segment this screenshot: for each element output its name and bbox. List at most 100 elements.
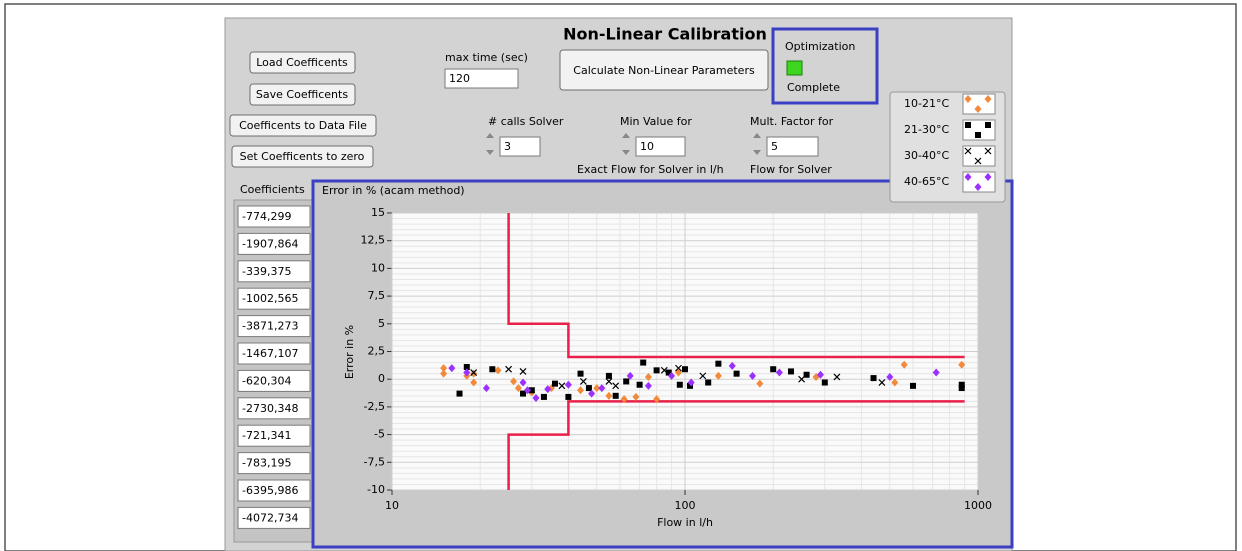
y-tick-label: 15	[371, 206, 385, 219]
point	[787, 368, 794, 375]
legend-marker	[985, 122, 991, 128]
field-caption: Flow for Solver	[750, 163, 832, 176]
y-tick-label: -7,5	[364, 455, 385, 468]
point	[514, 384, 522, 393]
point	[579, 377, 587, 385]
point	[623, 378, 630, 385]
point	[699, 372, 707, 380]
coefficient-box	[237, 287, 311, 310]
point	[605, 377, 613, 385]
button[interactable]: Coefficents to Data File	[229, 114, 377, 137]
legend-marker	[984, 173, 992, 181]
point	[519, 378, 527, 387]
point	[463, 368, 471, 377]
point	[653, 367, 660, 374]
button[interactable]: Calculate Non-Linear Parameters	[559, 49, 769, 91]
point	[878, 379, 886, 386]
button[interactable]: Set Coefficents to zero	[231, 145, 374, 168]
point	[470, 369, 478, 378]
point	[510, 377, 518, 386]
point	[440, 364, 448, 373]
coefficient-value: -774,299	[242, 210, 291, 223]
coefficient-box	[237, 506, 311, 529]
point	[636, 381, 643, 388]
coefficient-box	[237, 452, 311, 475]
numeric-input[interactable]	[499, 136, 541, 157]
y-tick-label: -10	[367, 483, 385, 496]
legend-label: 30-40°C	[904, 149, 949, 162]
numeric-input[interactable]	[635, 136, 686, 157]
limit-line	[507, 213, 965, 359]
point	[644, 381, 652, 390]
point	[612, 392, 619, 399]
legend-marker	[975, 132, 981, 138]
point	[870, 375, 877, 382]
status-label: Optimization	[785, 40, 855, 53]
numeric-input[interactable]	[766, 136, 819, 157]
point	[891, 378, 899, 387]
coefficient-value: -1907,864	[242, 237, 298, 250]
point	[494, 366, 502, 375]
spinner[interactable]	[622, 133, 630, 155]
point	[958, 381, 965, 388]
coefficient-value: -2730,348	[242, 402, 298, 415]
button[interactable]: Load Coefficents	[249, 51, 356, 74]
button-label: Set Coefficents to zero	[240, 150, 365, 163]
x-axis-label: Flow in l/h	[657, 516, 713, 529]
legend-marker	[974, 105, 982, 113]
y-axis-label: Error in %	[343, 325, 356, 379]
coefficient-value: -3871,273	[242, 320, 298, 333]
coefficient-value: -339,375	[242, 265, 291, 278]
point	[540, 393, 547, 400]
x-tick-label: 10	[385, 499, 399, 512]
panel-title: Non-Linear Calibration	[563, 25, 767, 44]
legend-items: 10-21°C 21-30°C 30-40°C 40-65°C	[904, 93, 996, 193]
field-label: # calls Solver	[488, 115, 564, 128]
button-label: Calculate Non-Linear Parameters	[573, 64, 755, 77]
point	[660, 366, 668, 374]
point	[528, 387, 535, 394]
limit-line	[507, 400, 965, 490]
point	[520, 390, 527, 397]
point	[676, 381, 683, 388]
coefficient-value: -4072,734	[242, 511, 298, 524]
legend-marker	[964, 173, 972, 181]
button-label: Save Coefficents	[256, 88, 348, 101]
graph-title: Error in % (acam method)	[322, 184, 465, 197]
point	[585, 385, 592, 392]
field-caption: Exact Flow for Solver in l/h	[577, 163, 724, 176]
point	[577, 370, 584, 377]
coefficient-box	[237, 232, 311, 255]
point	[482, 384, 490, 393]
legend-label: 21-30°C	[904, 123, 949, 136]
coefficient-value: -721,341	[242, 429, 291, 442]
point	[456, 390, 463, 397]
point	[558, 382, 566, 390]
point	[612, 382, 620, 390]
input-value: 5	[771, 140, 778, 153]
y-tick-label: -2,5	[364, 400, 385, 413]
point	[665, 369, 672, 376]
point	[958, 385, 965, 392]
input-value: 3	[504, 140, 511, 153]
spinner[interactable]	[753, 133, 761, 155]
point	[958, 360, 966, 369]
point	[577, 386, 585, 395]
spinner[interactable]	[486, 133, 494, 155]
coefficient-box	[237, 397, 311, 420]
button[interactable]: Save Coefficents	[249, 83, 356, 106]
point	[605, 391, 613, 400]
legend-marker	[984, 95, 992, 103]
point	[532, 394, 540, 403]
button-label: Coefficents to Data File	[239, 119, 367, 132]
legend-marker	[984, 147, 992, 155]
legend-marker	[974, 183, 982, 191]
legend-marker	[974, 157, 982, 165]
point	[644, 372, 652, 381]
status-led	[786, 60, 803, 76]
y-tick-label: 12,5	[361, 234, 386, 247]
point	[756, 379, 764, 388]
point	[816, 370, 824, 379]
list-label: Coefficients	[240, 183, 305, 196]
text-input[interactable]	[444, 68, 519, 89]
